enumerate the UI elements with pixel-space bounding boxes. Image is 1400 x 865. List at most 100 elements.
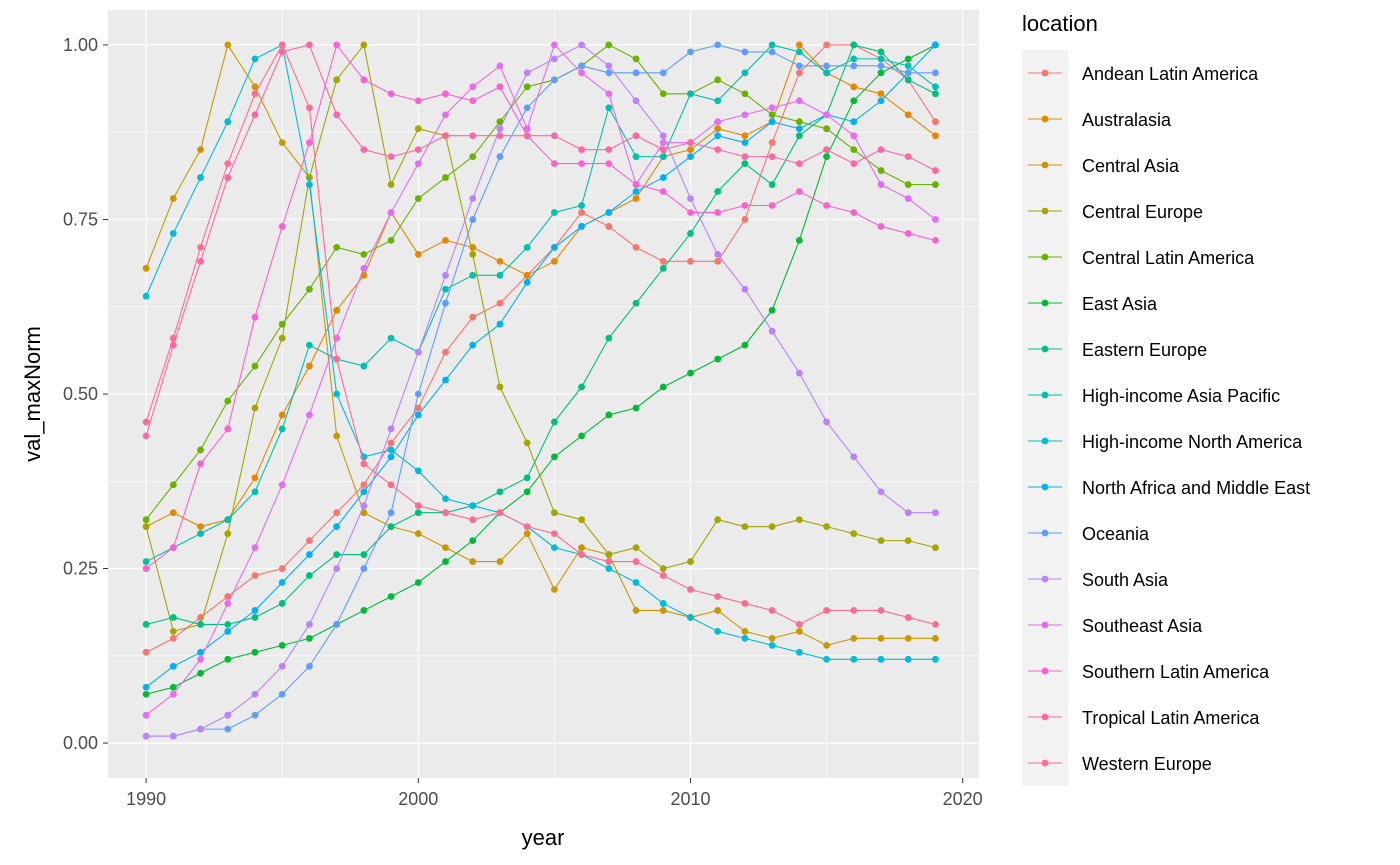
data-point-central-asia — [251, 83, 259, 91]
data-point-east-asia — [306, 634, 313, 642]
data-point-southern-latin-america — [904, 230, 912, 237]
data-point-tropical-latin-america — [224, 174, 232, 181]
data-point-central-latin-america — [714, 76, 722, 84]
data-point-north-africa-and-middle-east — [632, 188, 640, 195]
data-point-australasia — [169, 509, 177, 517]
data-point-eastern-europe — [142, 621, 150, 628]
data-point-southern-latin-america — [469, 97, 477, 105]
data-point-east-asia — [768, 306, 776, 314]
data-point-eastern-europe — [169, 614, 177, 621]
data-point-tropical-latin-america — [442, 132, 449, 140]
data-point-southeast-asia — [741, 111, 749, 119]
data-point-oceania — [741, 48, 749, 56]
data-point-central-latin-america — [306, 285, 313, 293]
legend-item-australasia: Australasia — [1028, 110, 1172, 130]
data-point-tropical-latin-america — [659, 146, 667, 154]
legend-item-andean-latin-america: Andean Latin America — [1028, 64, 1259, 84]
series-layer — [142, 41, 939, 740]
data-point-southeast-asia — [823, 111, 830, 119]
data-point-australasia — [414, 250, 422, 258]
data-point-andean-latin-america — [414, 404, 422, 412]
data-point-high-income-north-america — [251, 55, 259, 63]
data-point-high-income-asia-pacific — [850, 55, 858, 63]
data-point-south-asia — [877, 488, 885, 496]
data-point-eastern-europe — [523, 474, 531, 482]
data-point-east-asia — [550, 453, 558, 461]
data-point-eastern-europe — [578, 383, 586, 391]
legend-item-central-asia: Central Asia — [1028, 156, 1180, 176]
legend-key-point — [1041, 345, 1049, 353]
x-axis: 1990 2000 2010 2020 — [126, 778, 983, 809]
data-point-southern-latin-america — [169, 544, 177, 551]
series-line-tropical-latin-america — [145, 44, 936, 437]
y-tick-label: 0.75 — [63, 209, 98, 229]
data-point-north-africa-and-middle-east — [306, 551, 313, 558]
data-point-east-asia — [224, 655, 232, 663]
data-point-oceania — [278, 690, 286, 698]
data-point-southern-latin-america — [850, 209, 858, 216]
data-point-central-asia — [550, 586, 558, 593]
legend-item-south-asia: South Asia — [1028, 570, 1169, 590]
data-point-southern-latin-america — [605, 160, 613, 168]
data-point-western-europe — [496, 509, 504, 517]
data-point-east-asia — [741, 341, 749, 349]
data-point-oceania — [823, 62, 830, 70]
data-point-high-income-north-america — [768, 641, 776, 649]
data-point-southern-latin-america — [659, 188, 667, 195]
data-point-south-asia — [142, 732, 150, 740]
data-point-north-africa-and-middle-east — [605, 209, 613, 216]
data-point-eastern-europe — [904, 76, 912, 84]
series-line-high-income-asia-pacific — [145, 44, 936, 563]
y-tick-label: 0.25 — [63, 559, 98, 579]
y-tick-label: 1.00 — [63, 35, 98, 55]
data-point-central-europe — [550, 509, 558, 517]
data-point-central-europe — [877, 537, 885, 545]
data-point-central-latin-america — [632, 55, 640, 63]
data-point-central-europe — [496, 383, 504, 391]
data-point-tropical-latin-america — [197, 257, 204, 265]
data-point-oceania — [469, 216, 477, 223]
series-line-oceania — [146, 44, 936, 737]
data-point-south-asia — [632, 97, 640, 105]
data-point-central-europe — [578, 516, 586, 524]
data-point-south-asia — [795, 369, 803, 377]
data-point-central-latin-america — [904, 181, 912, 188]
data-point-australasia — [278, 411, 286, 419]
data-point-australasia — [523, 271, 531, 279]
legend-item-high-income-asia-pacific: High-income Asia Pacific — [1028, 386, 1280, 406]
series-east-asia — [142, 41, 939, 698]
legend-label: Central Europe — [1082, 202, 1203, 222]
data-point-australasia — [197, 523, 204, 531]
data-point-north-africa-and-middle-east — [659, 174, 667, 181]
data-point-north-africa-and-middle-east — [741, 139, 749, 147]
data-point-western-europe — [932, 621, 939, 628]
data-point-tropical-latin-america — [605, 146, 613, 154]
data-point-western-europe — [714, 593, 722, 600]
data-point-central-europe — [850, 530, 858, 538]
data-point-central-asia — [142, 264, 150, 272]
data-point-southern-latin-america — [823, 202, 830, 209]
data-point-central-europe — [904, 537, 912, 545]
data-point-tropical-latin-america — [469, 132, 477, 140]
data-point-central-asia — [850, 634, 858, 642]
data-point-southeast-asia — [605, 90, 613, 98]
data-point-western-europe — [251, 90, 259, 98]
data-point-western-europe — [823, 607, 830, 614]
data-point-high-income-asia-pacific — [823, 69, 830, 77]
data-point-oceania — [523, 104, 531, 112]
data-point-central-asia — [741, 627, 749, 635]
data-point-high-income-north-america — [632, 579, 640, 586]
data-point-central-asia — [197, 146, 204, 154]
data-point-east-asia — [823, 153, 830, 161]
data-point-tropical-latin-america — [877, 146, 885, 154]
data-point-high-income-asia-pacific — [523, 243, 531, 251]
data-point-central-latin-america — [659, 90, 667, 98]
legend-key-point — [1041, 529, 1049, 537]
data-point-east-asia — [632, 404, 640, 412]
data-point-southeast-asia — [523, 125, 531, 133]
data-point-central-europe — [823, 523, 830, 531]
legend-label: Central Asia — [1082, 156, 1180, 176]
data-point-andean-latin-america — [469, 313, 477, 321]
data-point-australasia — [496, 257, 504, 265]
data-point-eastern-europe — [251, 614, 259, 621]
